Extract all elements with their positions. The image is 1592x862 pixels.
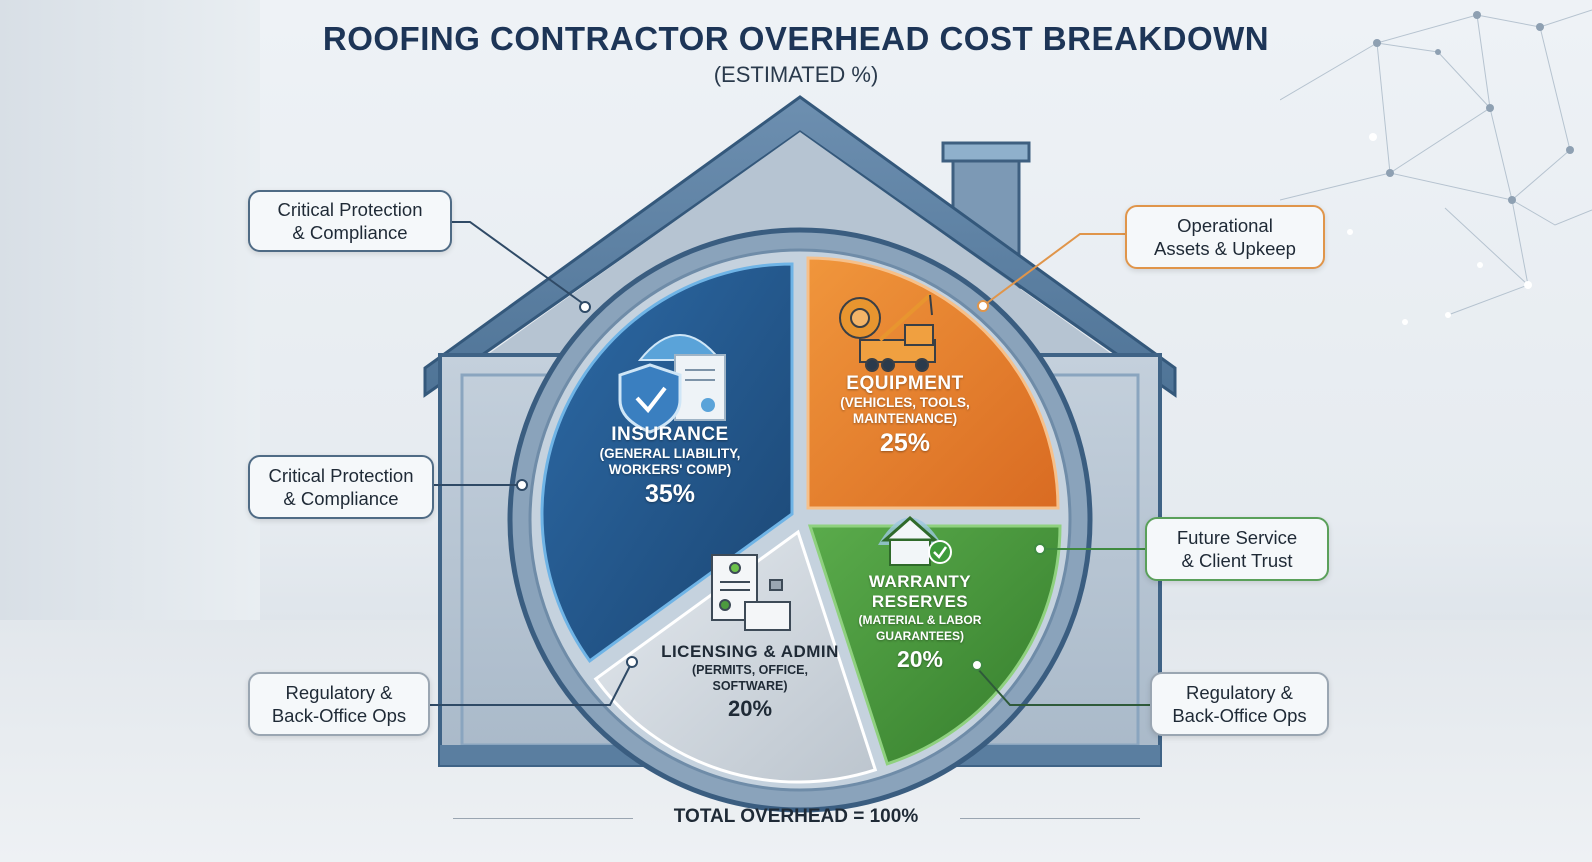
- slice-label-warranty: WARRANTY RESERVES (MATERIAL & LABOR GUAR…: [835, 572, 1005, 673]
- slice-name: LICENSING & ADMIN: [661, 642, 839, 661]
- slice-label-insurance: INSURANCE (GENERAL LIABILITY, WORKERS' C…: [560, 424, 780, 509]
- total-overhead-label: TOTAL OVERHEAD = 100%: [673, 806, 919, 827]
- total-divider-right: [960, 818, 1140, 819]
- slice-insurance: [540, 262, 794, 663]
- slice-name: INSURANCE: [611, 424, 729, 445]
- slice-name: WARRANTY: [868, 572, 972, 591]
- slice-percent: 25%: [879, 429, 931, 457]
- callout-insurance-mid: Critical Protection & Compliance: [248, 455, 434, 519]
- callout-insurance-top: Critical Protection & Compliance: [248, 190, 452, 252]
- slice-percent: 35%: [644, 480, 696, 508]
- callout-equipment: Operational Assets & Upkeep: [1125, 205, 1325, 269]
- slice-percent: 20%: [896, 646, 944, 672]
- slice-label-equipment: EQUIPMENT (VEHICLES, TOOLS, MAINTENANCE)…: [810, 373, 1000, 458]
- callout-licensing: Regulatory & Back-Office Ops: [248, 672, 430, 736]
- slice-warranty: [807, 524, 1062, 766]
- slice-percent: 20%: [727, 696, 773, 721]
- chart-subtitle: (ESTIMATED %): [713, 62, 879, 87]
- chart-title: ROOFING CONTRACTOR OVERHEAD COST BREAKDO…: [322, 20, 1270, 57]
- network-decoration: [1280, 9, 1592, 325]
- gear-crane-truck-icon: [839, 293, 936, 372]
- slice-name: EQUIPMENT: [846, 373, 964, 394]
- house-check-icon: [878, 516, 952, 566]
- slice-licensing: [593, 529, 878, 784]
- shield-umbrella-icon: [618, 334, 726, 434]
- callout-regulatory-right: Regulatory & Back-Office Ops: [1150, 672, 1329, 736]
- total-divider-left: [453, 818, 633, 819]
- callout-warranty: Future Service & Client Trust: [1145, 517, 1329, 581]
- document-keyboard-icon: [711, 554, 791, 631]
- slice-label-licensing: LICENSING & ADMIN (PERMITS, OFFICE, SOFT…: [640, 642, 860, 722]
